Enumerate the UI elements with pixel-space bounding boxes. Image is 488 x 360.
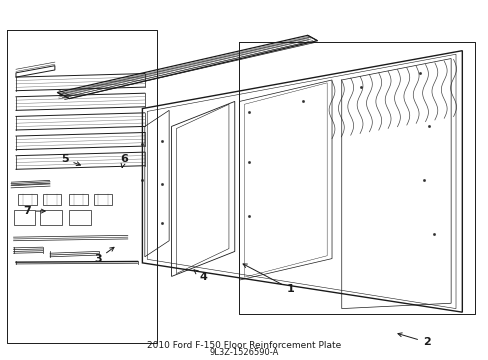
Text: 7: 7 xyxy=(23,206,45,216)
Text: 2: 2 xyxy=(397,333,430,347)
Text: 6: 6 xyxy=(120,154,127,168)
Text: 9L3Z-1526590-A: 9L3Z-1526590-A xyxy=(209,348,279,357)
Text: 1: 1 xyxy=(243,264,294,294)
Text: 5: 5 xyxy=(61,154,80,166)
Text: 3: 3 xyxy=(94,247,114,264)
Text: 4: 4 xyxy=(194,270,207,282)
Text: 2010 Ford F-150 Floor Reinforcement Plate: 2010 Ford F-150 Floor Reinforcement Plat… xyxy=(147,341,341,350)
